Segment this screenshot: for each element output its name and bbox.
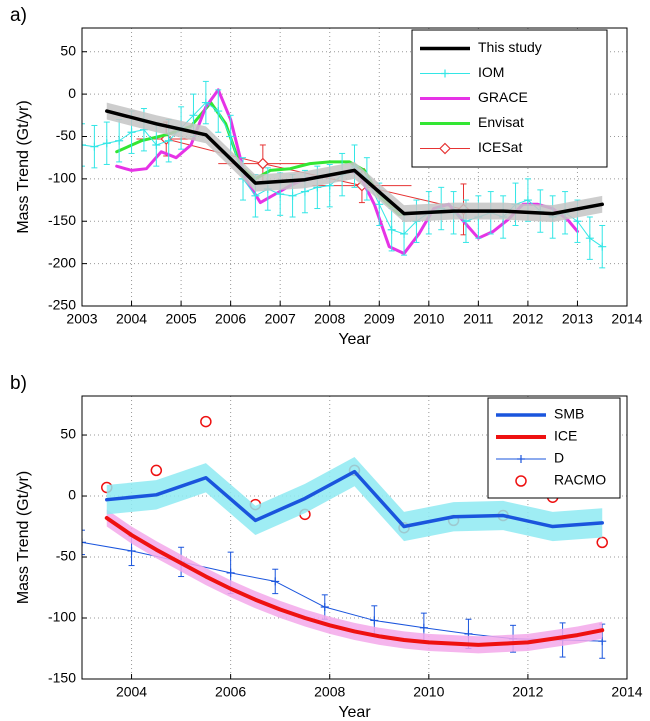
- panel-label: b): [10, 373, 27, 394]
- marker: [150, 464, 163, 477]
- panel: -250 -200 -150 -100 -50 0 50 2003 2004 2005 2006 20…: [10, 5, 643, 348]
- error-bar: [82, 123, 85, 167]
- x-tick-label: 2006: [215, 684, 246, 700]
- panel-label: a): [10, 5, 27, 26]
- marker: [271, 577, 280, 586]
- legend: This study IOM GRACE Envisat ICESat: [411, 29, 608, 168]
- x-tick-label: 2012: [512, 311, 543, 327]
- legend-label: Envisat: [478, 114, 524, 130]
- legend: SMB ICE D RACMO: [487, 397, 621, 499]
- marker: [115, 136, 124, 145]
- marker: [523, 196, 532, 205]
- marker: [189, 111, 198, 120]
- y-tick-label: 0: [68, 487, 76, 503]
- series-line: [104, 515, 605, 647]
- x-tick-label: 2003: [66, 311, 97, 327]
- marker: [515, 475, 527, 487]
- x-tick-label: 2007: [265, 311, 296, 327]
- series-line: [105, 109, 604, 216]
- plot-frame: [81, 395, 628, 680]
- legend-label: SMB: [554, 406, 584, 422]
- x-tick-label: 2006: [215, 311, 246, 327]
- series-layer: [82, 80, 607, 269]
- marker: [387, 225, 396, 234]
- panel: -150 -100 -50 0 50 2004 2006 2008 2010 2012 2014 b)…: [10, 373, 643, 721]
- y-tick-label: 50: [60, 426, 76, 442]
- error-bar: [82, 529, 85, 556]
- x-tick-label: 2005: [166, 311, 197, 327]
- y-tick-label: -150: [48, 212, 76, 228]
- marker: [90, 142, 99, 151]
- y-tick-label: -150: [48, 670, 76, 686]
- marker: [82, 140, 86, 149]
- marker: [164, 136, 173, 145]
- uncertainty-band: [106, 102, 603, 223]
- legend-label: GRACE: [478, 89, 528, 105]
- x-tick-label: 2012: [512, 684, 543, 700]
- x-tick-label: 2013: [562, 311, 593, 327]
- x-tick-label: 2014: [611, 311, 642, 327]
- marker: [441, 69, 449, 78]
- marker: [585, 234, 594, 243]
- series-layer: [82, 415, 608, 659]
- marker: [226, 568, 235, 577]
- x-tick-label: 2010: [413, 684, 444, 700]
- y-tick-label: -200: [48, 254, 76, 270]
- x-tick-label: 2008: [314, 311, 345, 327]
- marker: [517, 455, 525, 463]
- x-tick-label: 2008: [314, 684, 345, 700]
- marker: [226, 132, 235, 141]
- marker: [300, 187, 309, 196]
- x-tick-label: 2014: [611, 684, 642, 700]
- marker: [573, 217, 582, 226]
- marker: [251, 191, 260, 200]
- legend-label: RACMO: [554, 472, 606, 488]
- x-tick-label: 2009: [364, 311, 395, 327]
- y-tick-label: -50: [56, 127, 76, 143]
- plot-frame: [81, 27, 628, 307]
- y-tick-label: -50: [56, 548, 76, 564]
- marker: [200, 415, 212, 428]
- marker: [288, 191, 297, 200]
- marker: [320, 603, 329, 612]
- marker: [127, 128, 136, 137]
- y-tick-label: 50: [60, 42, 76, 58]
- marker: [375, 200, 384, 209]
- legend-label: ICE: [554, 428, 577, 444]
- x-tick-label: 2011: [463, 311, 493, 327]
- y-tick-label: 0: [68, 85, 76, 101]
- marker: [152, 140, 161, 149]
- x-tick-label: 2004: [116, 311, 147, 327]
- legend-label: ICESat: [478, 139, 522, 155]
- y-axis-label: Mass Trend (Gt/yr): [15, 100, 32, 233]
- series-line: [105, 469, 604, 529]
- legend-label: This study: [478, 39, 542, 55]
- marker: [400, 229, 409, 238]
- y-tick-label: -100: [48, 609, 76, 625]
- x-tick-label: 2010: [413, 311, 444, 327]
- marker: [598, 242, 607, 251]
- y-axis-label: Mass Trend (Gt/yr): [15, 471, 32, 604]
- y-tick-label: -100: [48, 170, 76, 186]
- x-axis-label: Year: [338, 704, 371, 721]
- marker: [276, 190, 285, 199]
- marker: [439, 142, 451, 155]
- legend-label: IOM: [478, 64, 504, 80]
- x-tick-label: 2004: [116, 684, 147, 700]
- y-tick-label: -250: [48, 297, 76, 313]
- legend-label: D: [554, 450, 564, 466]
- marker: [82, 538, 86, 547]
- x-axis-label: Year: [338, 331, 371, 348]
- marker: [256, 157, 269, 170]
- marker: [102, 139, 111, 148]
- uncertainty-band: [106, 456, 603, 542]
- marker: [127, 546, 136, 555]
- marker: [201, 98, 210, 107]
- marker: [214, 107, 223, 116]
- marker: [370, 616, 379, 625]
- marker: [419, 623, 428, 632]
